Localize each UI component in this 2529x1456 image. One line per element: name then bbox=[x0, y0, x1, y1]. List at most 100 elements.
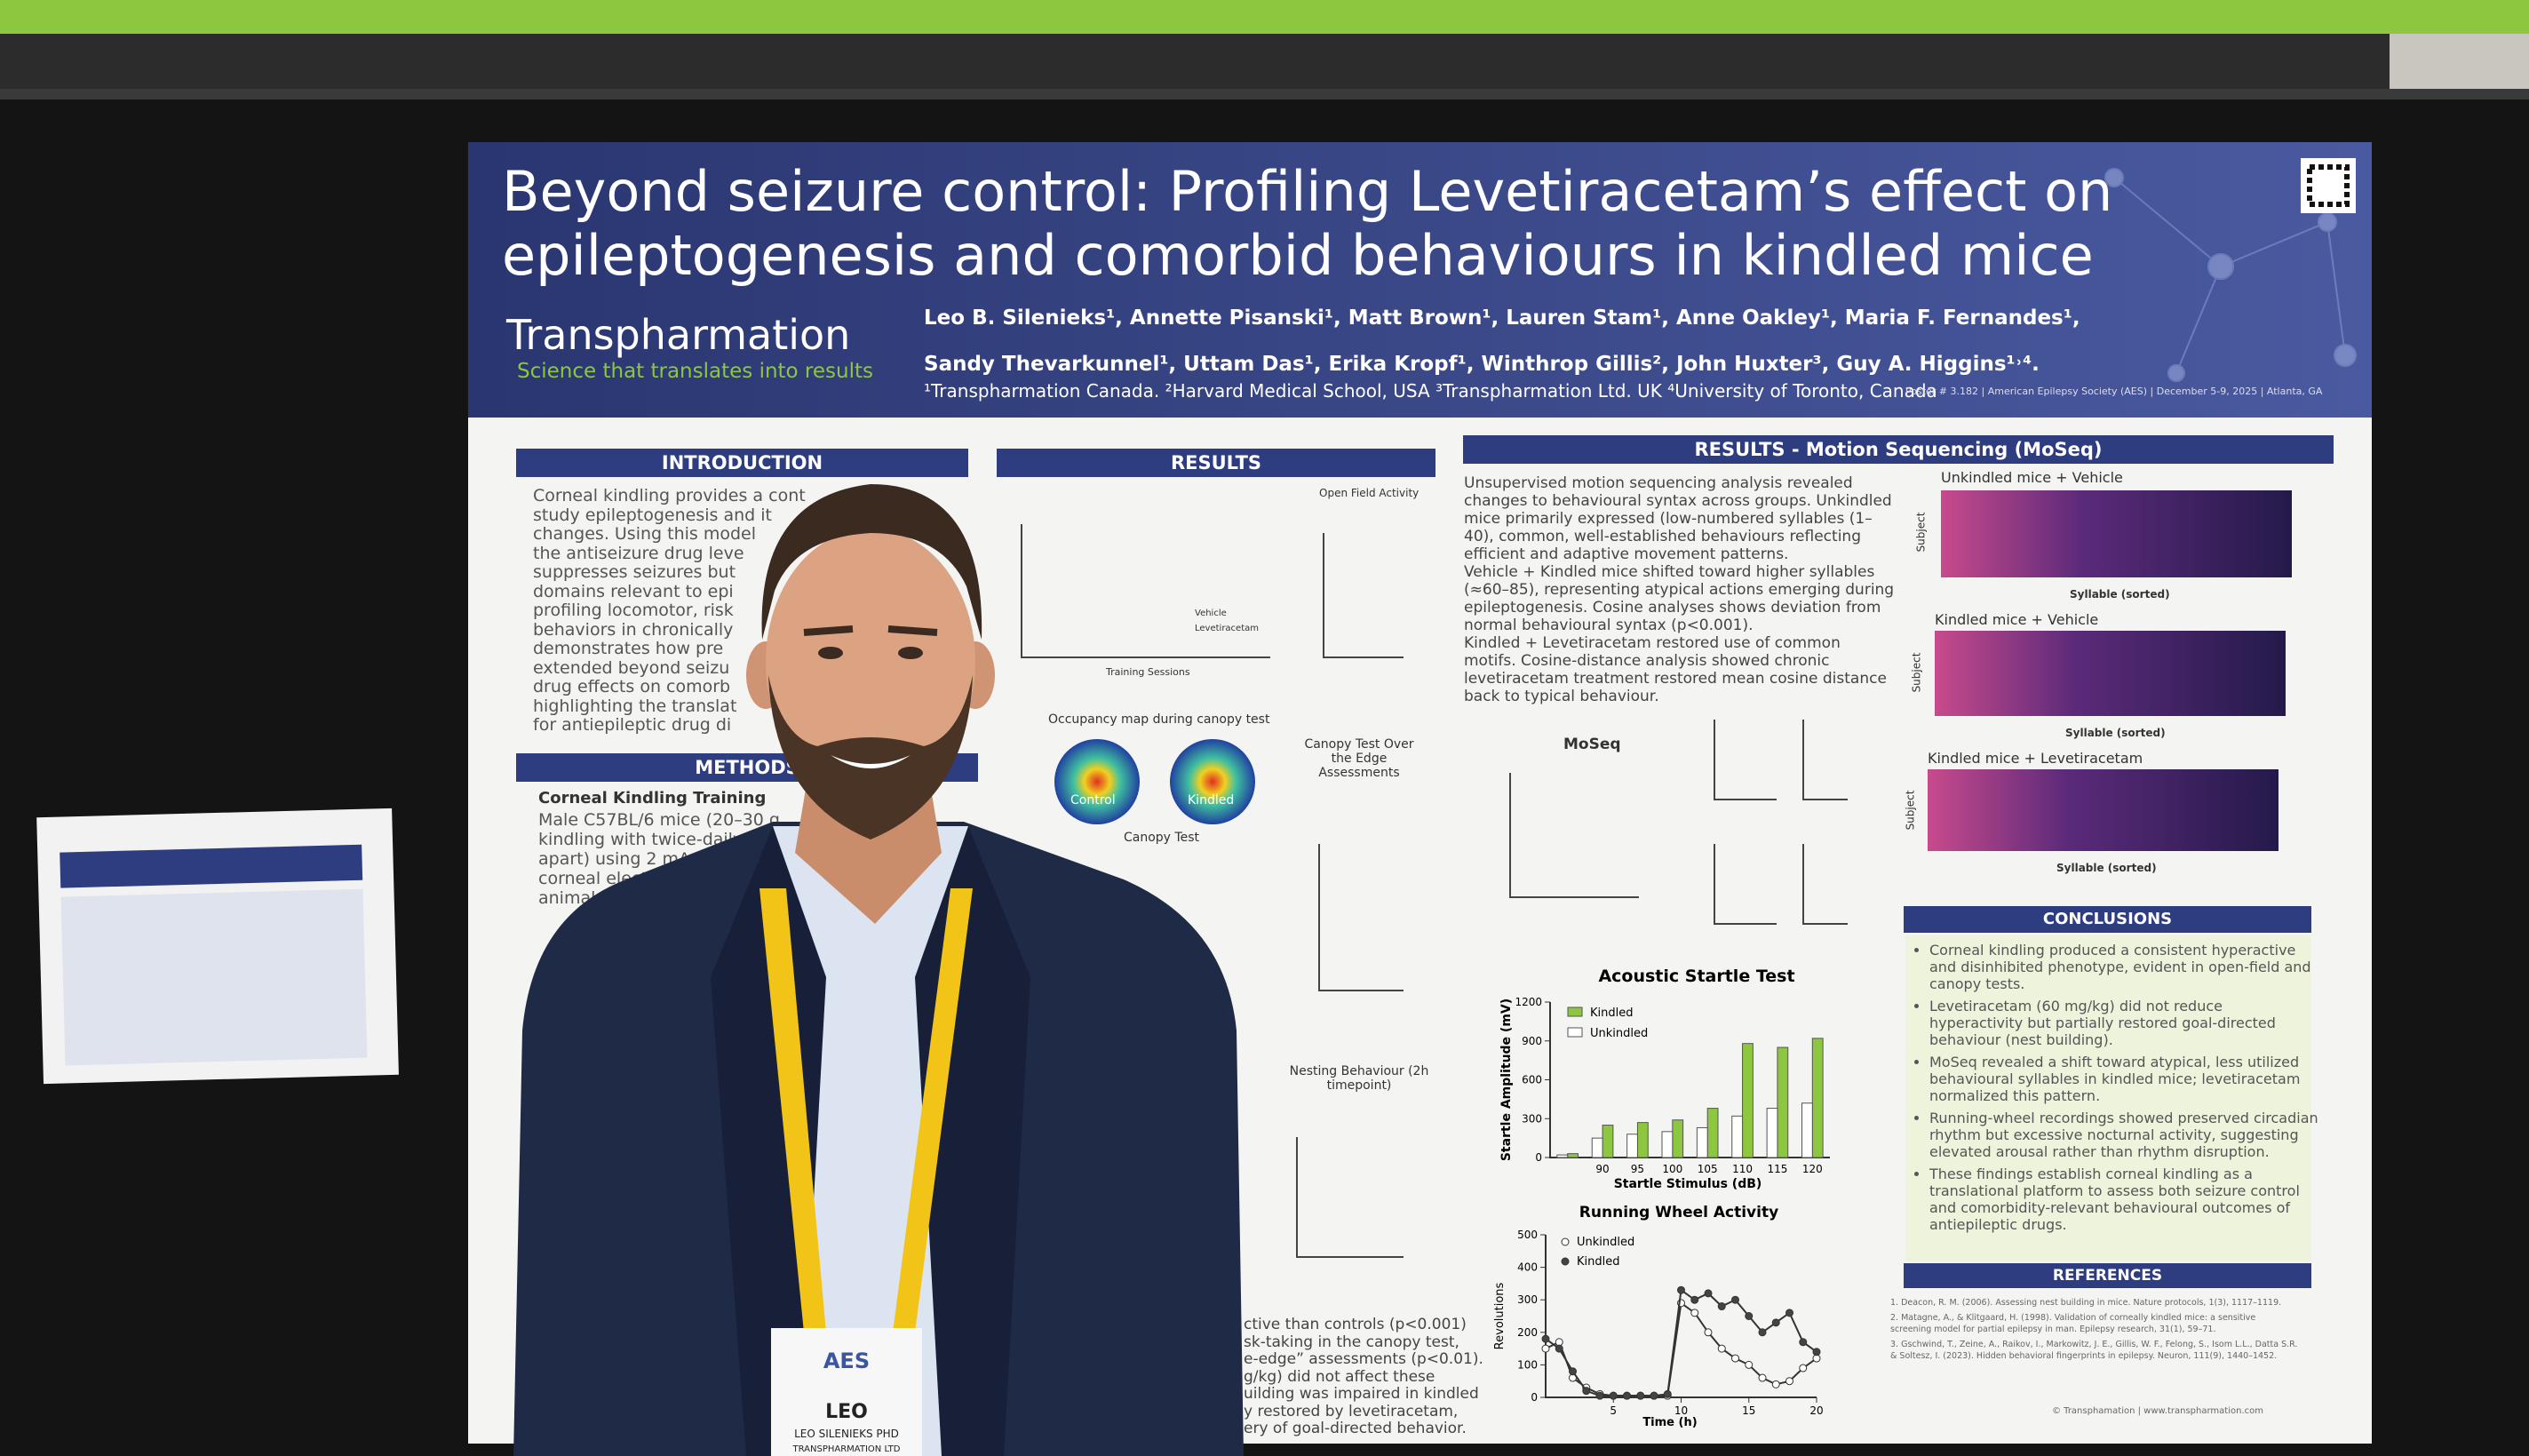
hair bbox=[761, 484, 982, 640]
point bbox=[1745, 1360, 1754, 1369]
y-tick-label: 300 bbox=[1517, 1293, 1538, 1306]
point bbox=[1745, 1312, 1754, 1320]
point bbox=[1690, 1295, 1699, 1304]
axis-label: Startle Stimulus (dB) bbox=[1614, 1177, 1762, 1191]
bar bbox=[1811, 1038, 1824, 1158]
face bbox=[766, 529, 975, 795]
legend-entry: Unkindled bbox=[1577, 1236, 1634, 1249]
bar bbox=[1626, 1134, 1638, 1158]
axis bbox=[1318, 844, 1404, 991]
point bbox=[1717, 1344, 1726, 1353]
point bbox=[1731, 1295, 1739, 1304]
axis bbox=[1714, 720, 1848, 800]
heatmap bbox=[1941, 490, 2292, 577]
axis bbox=[1021, 524, 1270, 658]
lanyard bbox=[759, 888, 826, 1333]
legend-swatch bbox=[1567, 1027, 1583, 1038]
text-line: (≈60–85), representing atypical actions … bbox=[1464, 581, 1895, 599]
charts: Acoustic Startle Test Startle Stimulus (d… bbox=[1493, 967, 1830, 1429]
badge-first-name: LEO bbox=[825, 1401, 868, 1423]
point bbox=[1771, 1380, 1780, 1388]
flyer-body bbox=[60, 888, 368, 1066]
author-line: Sandy Thevarkunnel¹, Uttam Das¹, Erika K… bbox=[924, 353, 2040, 376]
occupancy-label: Control bbox=[1070, 793, 1116, 808]
text-line: 40), common, well-established behaviours… bbox=[1464, 528, 1861, 545]
text-line: kindling with twice-daily st bbox=[538, 830, 764, 849]
y-tick-label: 400 bbox=[1517, 1261, 1538, 1274]
point bbox=[1663, 1389, 1672, 1398]
conclusions-list: Corneal kindling produced a consistent h… bbox=[1910, 942, 2320, 1238]
conclusions-box bbox=[1905, 935, 2311, 1261]
x-tick-label: 115 bbox=[1767, 1163, 1787, 1175]
lanyard bbox=[893, 888, 973, 1333]
authors: Leo B. Silenieks¹, Annette Pisanski¹, Ma… bbox=[924, 295, 2080, 387]
axis bbox=[1323, 533, 1404, 658]
x-tick-label: 110 bbox=[1732, 1163, 1753, 1175]
logo-tagline: Science that translates into results bbox=[517, 360, 873, 383]
author-line: Leo B. Silenieks¹, Annette Pisanski¹, Ma… bbox=[924, 306, 2080, 330]
point bbox=[1758, 1328, 1767, 1337]
text-line: efficient and adaptive movement patterns… bbox=[1464, 545, 1789, 563]
wall bbox=[0, 34, 2529, 89]
lapel bbox=[711, 826, 826, 1456]
logo-name: Transpharmation bbox=[506, 311, 851, 359]
poster-header-band bbox=[468, 142, 2372, 418]
point bbox=[1704, 1289, 1713, 1298]
section-heading: CONCLUSIONS bbox=[1904, 906, 2311, 933]
badge-logo: AES bbox=[823, 1349, 870, 1373]
legend-entry: Unkindled bbox=[1590, 1027, 1648, 1040]
text-line: domains relevant to epi bbox=[533, 581, 734, 601]
heatmap-title: Unkindled mice + Vehicle bbox=[1941, 469, 2123, 486]
y-tick-label: 200 bbox=[1517, 1326, 1538, 1339]
flyer bbox=[36, 808, 399, 1085]
badge bbox=[771, 1328, 922, 1456]
reference-item: 3. Gschwind, T., Zeine, A., Raikov, I., … bbox=[1890, 1340, 2298, 1361]
heatmap bbox=[1928, 769, 2278, 851]
legend-entry: Vehicle bbox=[1195, 609, 1227, 618]
legend-marker bbox=[1561, 1237, 1570, 1246]
bar bbox=[1742, 1043, 1754, 1158]
text-line: epileptogenesis. Cosine analyses shows d… bbox=[1464, 599, 1881, 617]
point bbox=[1812, 1348, 1821, 1357]
badge-full-name: LEO SILENIEKS PHD bbox=[794, 1428, 899, 1440]
smile bbox=[831, 755, 911, 768]
wall-right bbox=[2390, 34, 2529, 89]
y-tick-label: 300 bbox=[1522, 1112, 1542, 1125]
point bbox=[1569, 1367, 1577, 1376]
section-heading: RESULTS bbox=[997, 449, 1435, 477]
references-list: 1. Deacon, R. M. (2006). Assessing nest … bbox=[1890, 1297, 2299, 1365]
text-line: back to typical behaviour. bbox=[1464, 688, 1659, 705]
chart-title: Canopy Test bbox=[1124, 831, 1199, 845]
x-tick-label: 120 bbox=[1802, 1163, 1823, 1175]
text-line: study epileptogenesis and it bbox=[533, 505, 772, 525]
heatmap bbox=[1935, 631, 2286, 716]
point bbox=[1541, 1334, 1550, 1343]
text-line: motifs. Cosine-distance analysis showed … bbox=[1464, 652, 1830, 670]
x-tick-label: 15 bbox=[1742, 1404, 1755, 1417]
text-line: Male C57BL/6 mice (20–30 g bbox=[538, 810, 780, 830]
y-tick-label: 600 bbox=[1522, 1074, 1542, 1086]
text-line: uilding was impaired in kindled bbox=[1244, 1385, 1479, 1403]
y-tick-label: 100 bbox=[1517, 1358, 1538, 1371]
legend-entry: Levetiracetam bbox=[1195, 624, 1259, 633]
y-tick-label: 500 bbox=[1517, 1229, 1538, 1241]
conclusion-item: Corneal kindling produced a consistent h… bbox=[1929, 942, 2320, 992]
point bbox=[1799, 1364, 1808, 1372]
point bbox=[1595, 1391, 1604, 1400]
text-line: Unsupervised motion sequencing analysis … bbox=[1464, 474, 1853, 492]
board-frame bbox=[0, 89, 2529, 99]
point bbox=[1717, 1302, 1726, 1311]
section-heading: REFERENCES bbox=[1904, 1263, 2311, 1288]
point bbox=[1771, 1318, 1780, 1327]
text-line: ctive than controls (p<0.001) bbox=[1244, 1316, 1467, 1333]
flyer-header bbox=[60, 844, 363, 888]
text-line: for antiepileptic drug di bbox=[533, 715, 732, 735]
beard bbox=[768, 675, 973, 839]
point bbox=[1609, 1391, 1618, 1400]
heatmap-x-label: Syllable (sorted) bbox=[2056, 862, 2157, 874]
text-line: suppresses seizures but bbox=[533, 562, 736, 582]
x-tick-label: 100 bbox=[1662, 1163, 1682, 1175]
point bbox=[1650, 1391, 1658, 1400]
chart-title: Open Field Activity bbox=[1319, 487, 1420, 499]
